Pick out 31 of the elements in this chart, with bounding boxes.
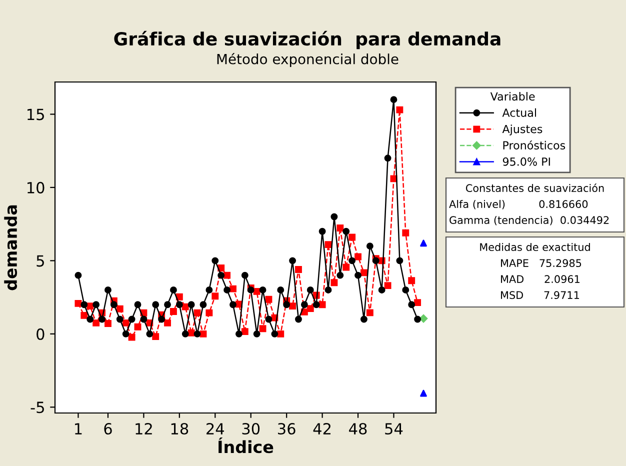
y-tick-label: 5	[36, 255, 44, 267]
text: MAPE 75.2985	[501, 259, 582, 268]
x-tick-label: 18	[171, 422, 188, 435]
y-tick-label: 0	[36, 328, 44, 340]
x-tick-label: 30	[242, 422, 260, 435]
x-axis-title: Índice	[218, 438, 274, 454]
legend-label: Ajustes	[502, 124, 542, 136]
text: Constantes de suavización	[466, 184, 604, 192]
legend-label: Pronósticos	[503, 140, 566, 150]
text: MAD 2.0961	[501, 275, 580, 284]
y-tick-label: -5	[30, 402, 44, 414]
x-tick-label: 42	[313, 422, 330, 434]
text: Gamma (tendencia) 0.034492	[450, 216, 609, 226]
text: Alfa (nivel) 0.816660	[449, 200, 588, 210]
text: MSD 7.9711	[501, 291, 579, 300]
y-tick-label: 15	[28, 108, 44, 120]
x-tick-label: 48	[349, 422, 367, 435]
y-tick-label: 10	[28, 182, 44, 194]
x-tick-label: 54	[385, 423, 403, 435]
legend-title: Variable	[490, 92, 535, 101]
x-tick-label: 6	[104, 422, 112, 435]
x-tick-label: 24	[206, 422, 224, 434]
chart-title: Gráfica de suavización para demanda	[114, 30, 500, 50]
chart-subtitle: Método exponencial doble	[217, 53, 398, 67]
x-tick-label: 36	[278, 422, 296, 435]
y-axis-title: demanda	[4, 205, 18, 290]
legend-label: Actual	[502, 108, 536, 117]
x-tick-label: 1	[75, 423, 82, 434]
legend-label: 95.0% PI	[502, 157, 550, 166]
x-tick-label: 12	[136, 422, 152, 434]
text: Medidas de exactitud	[480, 242, 590, 252]
